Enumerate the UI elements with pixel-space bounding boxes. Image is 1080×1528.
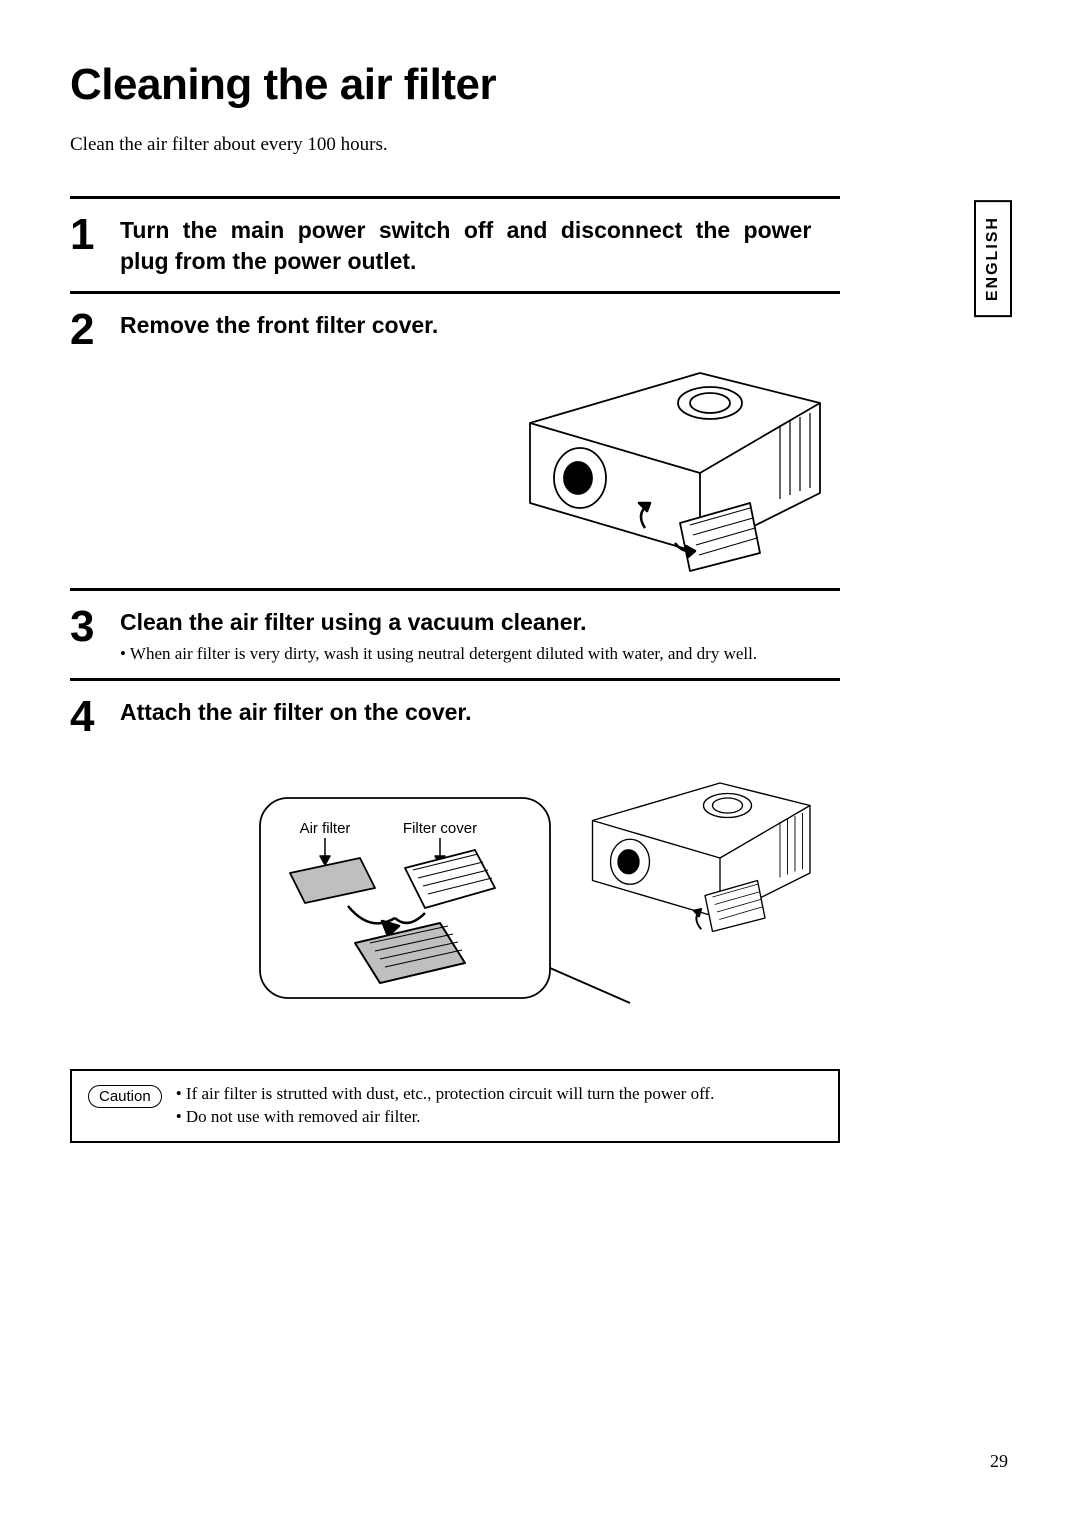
step-4: 4 Attach the air filter on the cover. Ai… — [70, 678, 840, 1039]
projector-illustration — [120, 353, 840, 578]
caution-label: Caution — [88, 1085, 162, 1108]
page-title: Cleaning the air filter — [70, 60, 1010, 110]
step-title: plug from the power outlet. — [120, 246, 840, 277]
step-3: 3 Clean the air filter using a vacuum cl… — [70, 588, 840, 678]
intro-text: Clean the air filter about every 100 hou… — [70, 134, 1010, 156]
caution-bullet: • Do not use with removed air filter. — [176, 1106, 715, 1129]
step-1: 1 Turn the main power switch off and dis… — [70, 196, 840, 291]
step-number: 4 — [70, 695, 104, 739]
step-title: Attach the air filter on the cover. — [120, 697, 840, 728]
step-note: • When air filter is very dirty, wash it… — [120, 644, 840, 664]
callout-filter-cover-label: Filter cover — [403, 820, 477, 837]
language-tab: ENGLISH — [974, 200, 1012, 317]
caution-bullet: • If air filter is strutted with dust, e… — [176, 1083, 715, 1106]
caution-text: • If air filter is strutted with dust, e… — [176, 1083, 715, 1129]
step-title: Turn the main power switch off and disco… — [120, 215, 840, 246]
step-number: 1 — [70, 213, 104, 257]
page-number: 29 — [990, 1451, 1008, 1472]
step-2: 2 Remove the front filter cover. — [70, 291, 840, 588]
caution-box: Caution • If air filter is strutted with… — [70, 1069, 840, 1143]
step-title: Clean the air filter using a vacuum clea… — [120, 607, 840, 638]
callout-air-filter-label: Air filter — [300, 820, 351, 837]
step-title: Remove the front filter cover. — [120, 310, 840, 341]
steps-list: 1 Turn the main power switch off and dis… — [70, 196, 840, 1039]
attach-illustration: Air filter Filter cover — [120, 768, 840, 1033]
step-number: 2 — [70, 308, 104, 352]
step-number: 3 — [70, 605, 104, 649]
